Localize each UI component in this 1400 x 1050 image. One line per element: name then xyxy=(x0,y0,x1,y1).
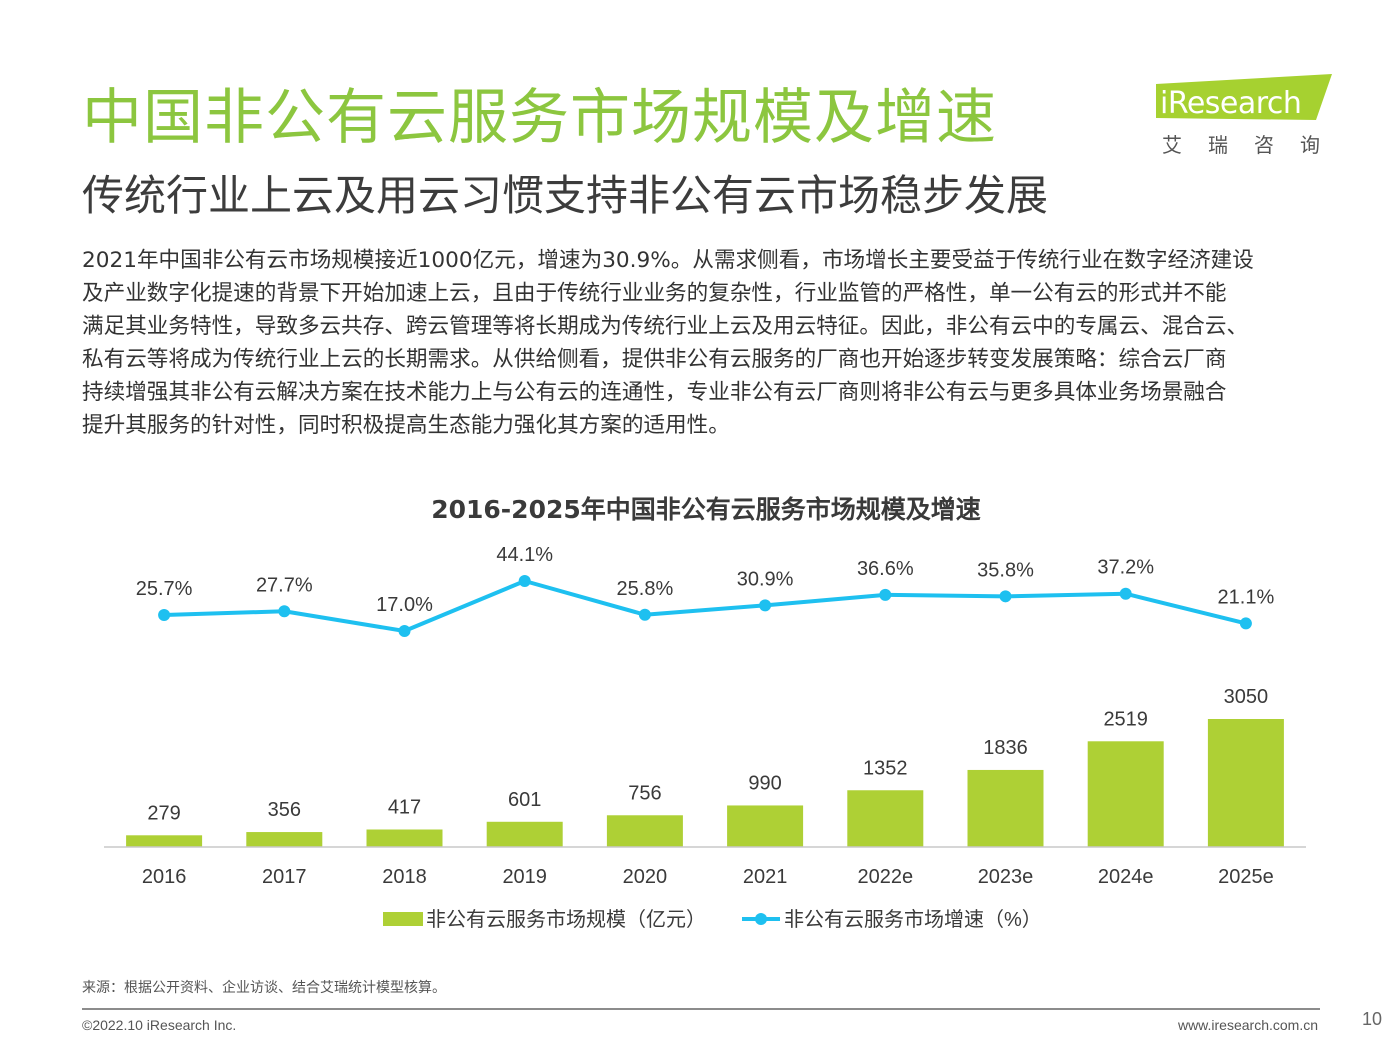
growth-point-2025e xyxy=(1239,617,1252,630)
bar-2023e xyxy=(967,769,1044,847)
body-paragraph: 2021年中国非公有云市场规模接近1000亿元，增速为30.9%。从需求侧看，市… xyxy=(82,244,1342,442)
growth-point-2021 xyxy=(759,599,772,612)
body-line: 持续增强其非公有云解决方案在技术能力上与公有云的连通性，专业非公有云厂商则将非公… xyxy=(82,380,1227,405)
page-subtitle: 传统行业上云及用云习惯支持非公有云市场稳步发展 xyxy=(82,171,1049,220)
growth-point-2018 xyxy=(398,625,411,637)
growth-label: 27.7% xyxy=(256,574,313,596)
logo-brand-text: iResearch xyxy=(1160,86,1302,121)
copyright-text: ©2022.10 iResearch Inc. xyxy=(82,1017,237,1033)
x-tick-label: 2016 xyxy=(142,866,187,888)
bar-2020 xyxy=(606,815,683,847)
growth-point-2019 xyxy=(518,575,531,587)
source-note: 来源：根据公开资料、企业访谈、结合艾瑞统计模型核算。 xyxy=(82,980,446,996)
body-line: 2021年中国非公有云市场规模接近1000亿元，增速为30.9%。从需求侧看，市… xyxy=(82,248,1254,273)
page-number: 10 xyxy=(1362,1009,1383,1029)
chart-title: 2016-2025年中国非公有云服务市场规模及增速 xyxy=(431,495,981,524)
growth-point-2022e xyxy=(879,588,892,601)
bar-2018 xyxy=(366,829,443,847)
bar-label: 417 xyxy=(388,796,421,818)
bar-label: 990 xyxy=(748,772,781,794)
page-title: 中国非公有云服务市场规模及增速 xyxy=(82,83,997,153)
bar-label: 2519 xyxy=(1103,708,1148,730)
x-tick-label: 2018 xyxy=(382,866,427,888)
legend-bar-label: 非公有云服务市场规模（亿元） xyxy=(426,908,706,931)
growth-label: 30.9% xyxy=(737,568,794,590)
bar-2021 xyxy=(727,805,804,847)
legend-line-label: 非公有云服务市场增速（%） xyxy=(784,908,1042,931)
bar-label: 756 xyxy=(628,782,661,804)
x-tick-label: 2017 xyxy=(262,866,307,888)
logo-brand-cn: 艾瑞咨询 xyxy=(1162,135,1346,157)
market-chart: 279 356 417 601 756 990 1352 1836 2519 3050 2016 20… xyxy=(104,544,1306,931)
growth-point-2020 xyxy=(638,608,651,621)
growth-label: 37.2% xyxy=(1097,557,1154,579)
body-line: 提升其服务的针对性，同时积极提高生态能力强化其方案的适用性。 xyxy=(82,413,730,438)
bar-label: 1352 xyxy=(863,757,908,779)
iresearch-logo: iResearch 艾瑞咨询 xyxy=(1156,72,1334,162)
body-line: 及产业数字化提速的背景下开始加速上云，且由于传统行业业务的复杂性，行业监管的严格… xyxy=(82,281,1227,306)
growth-point-2016 xyxy=(158,608,171,621)
x-tick-label: 2021 xyxy=(743,866,788,888)
growth-label: 44.1% xyxy=(496,544,553,566)
x-tick-label: 2024e xyxy=(1098,866,1154,888)
growth-label: 35.8% xyxy=(977,559,1034,581)
growth-point-2023e xyxy=(999,590,1012,603)
x-tick-label: 2025e xyxy=(1218,866,1274,888)
legend-bar-swatch xyxy=(383,912,423,926)
growth-point-2024e xyxy=(1119,587,1132,600)
bar-label: 1836 xyxy=(983,737,1028,759)
bar-2022e xyxy=(847,790,924,847)
logo-banner xyxy=(1156,74,1332,120)
website-text: www.iresearch.com.cn xyxy=(1177,1017,1318,1033)
footer-divider xyxy=(82,1008,1320,1010)
bar-label: 356 xyxy=(268,799,301,821)
body-line: 私有云等将成为传统行业上云的长期需求。从供给侧看，提供非公有云服务的厂商也开始逐… xyxy=(82,347,1227,372)
bar-2025e xyxy=(1207,719,1284,847)
growth-label: 21.1% xyxy=(1218,586,1275,608)
bar-label: 601 xyxy=(508,789,541,811)
growth-line xyxy=(164,579,1247,633)
bar-2017 xyxy=(246,832,323,847)
growth-point-2017 xyxy=(278,605,291,618)
x-tick-label: 2022e xyxy=(857,866,913,888)
x-tick-label: 2019 xyxy=(502,866,547,888)
bar-2024e xyxy=(1087,741,1164,847)
x-tick-label: 2020 xyxy=(623,866,668,888)
growth-label: 25.8% xyxy=(617,578,674,600)
bar-2019 xyxy=(486,821,563,847)
bar-label: 279 xyxy=(147,802,180,824)
bar-label: 3050 xyxy=(1224,686,1269,708)
legend-line-marker xyxy=(755,913,767,925)
bar-2016 xyxy=(126,835,203,847)
x-tick-label: 2023e xyxy=(978,866,1034,888)
growth-label: 17.0% xyxy=(376,594,433,616)
growth-label: 25.7% xyxy=(136,578,193,600)
growth-label: 36.6% xyxy=(857,558,914,580)
body-line: 满足其业务特性，导致多云共存、跨云管理等将长期成为传统行业上云及用云特征。因此，… xyxy=(82,314,1249,339)
